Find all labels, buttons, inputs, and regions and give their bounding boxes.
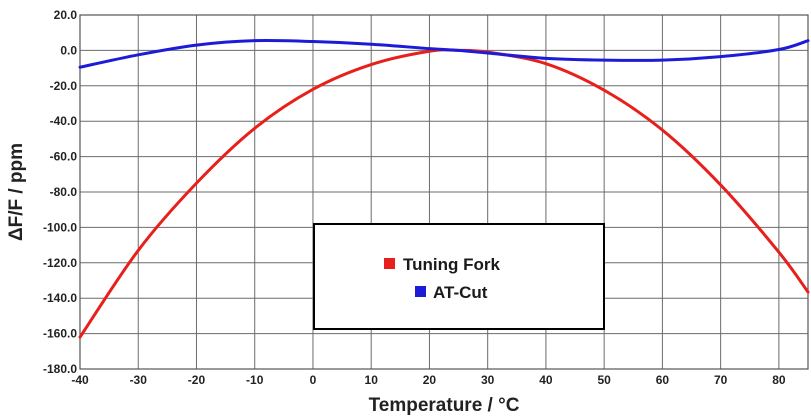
x-tick-label: -30 [130,373,148,387]
y-tick-label: -80.0 [50,185,78,199]
y-tick-label: -100.0 [43,220,77,234]
y-axis-title: ΔF/F / ppm [6,143,27,241]
legend-box [313,223,605,330]
legend-swatch-tuning-fork [384,258,395,269]
y-tick-label: -160.0 [43,327,77,341]
series-layer [78,38,810,339]
legend-swatch-at-cut [415,286,426,297]
x-tick-label: 40 [539,373,553,387]
x-tick-label: -20 [188,373,206,387]
legend-label-tuning-fork: Tuning Fork [403,255,500,274]
y-tick-label: -60.0 [50,150,78,164]
legend-label-at-cut: AT-Cut [433,283,488,302]
x-tick-label: -10 [246,373,264,387]
tick-labels: -40 -30 -20 -10 0 10 20 30 40 50 60 70 80 20.0 0.0 -20.… [43,8,786,387]
x-tick-label: 0 [310,373,317,387]
y-tick-label: -20.0 [50,79,78,93]
series-line-at-cut [78,38,810,69]
x-tick-label: 70 [714,373,728,387]
y-tick-label: -40.0 [50,114,78,128]
legend: Tuning Fork AT-Cut [313,223,605,330]
x-axis-title: Temperature / °C [369,395,520,416]
y-tick-label: -140.0 [43,291,77,305]
y-tick-label: 20.0 [54,8,78,22]
x-tick-label: -40 [71,373,89,387]
x-tick-label: 50 [597,373,611,387]
x-tick-label: 60 [656,373,670,387]
x-tick-label: 30 [481,373,495,387]
y-tick-label: -120.0 [43,256,77,270]
x-tick-label: 10 [365,373,379,387]
plot-frame [79,14,809,370]
y-tick-label: 0.0 [60,43,77,57]
x-tick-label: 80 [772,373,786,387]
x-tick-label: 20 [423,373,437,387]
y-tick-label: -180.0 [43,362,77,376]
